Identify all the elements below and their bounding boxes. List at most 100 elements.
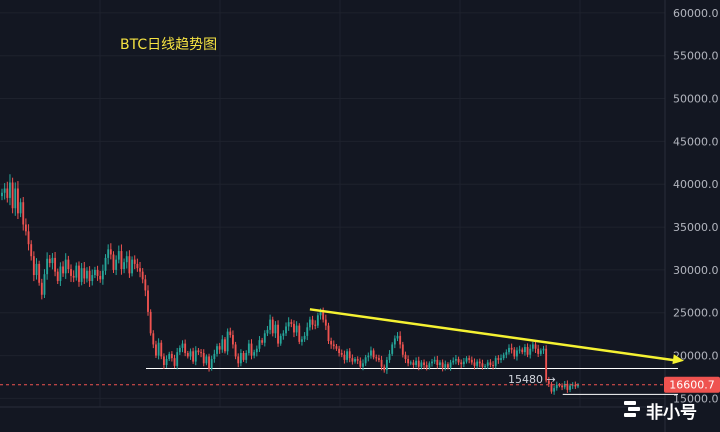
candle-body <box>115 259 118 270</box>
candle-body <box>566 383 569 390</box>
candle-body <box>48 258 51 264</box>
candle-body <box>441 362 444 368</box>
candle-body <box>232 335 234 345</box>
candle-body <box>351 358 354 362</box>
candle-body <box>202 353 205 364</box>
trendline-arrow <box>672 354 684 365</box>
candle-body <box>218 346 221 350</box>
candle-body <box>75 265 78 278</box>
watermark-text: 非小号 <box>646 402 697 423</box>
candle-body <box>229 331 232 336</box>
candle-body <box>425 365 428 368</box>
candle-body <box>375 357 378 359</box>
candle-body <box>80 268 83 282</box>
watermark: 非小号 <box>624 401 697 423</box>
candle-body <box>170 353 173 359</box>
candle-body <box>287 322 290 327</box>
candle-body <box>494 358 497 366</box>
y-tick-label: 15000.0 <box>673 392 719 405</box>
candle-body <box>107 249 110 258</box>
candle-body <box>518 349 521 351</box>
y-tick-label: 45000.0 <box>673 135 719 148</box>
candle-body <box>492 365 494 367</box>
candle-body <box>136 263 139 269</box>
candle-body <box>412 362 415 366</box>
candle-body <box>32 256 35 276</box>
candle-body <box>476 361 479 366</box>
watermark-logo-mark <box>624 413 636 417</box>
candle-body <box>83 268 86 279</box>
candle-body <box>356 359 359 361</box>
candle-body <box>531 344 534 349</box>
candle-body <box>481 363 484 367</box>
candle-body <box>431 361 433 364</box>
candle-body <box>224 339 226 352</box>
candle-body <box>258 340 261 349</box>
candle-body <box>131 259 133 274</box>
candle-body <box>497 358 500 360</box>
candle-body <box>359 360 362 367</box>
candle-body <box>409 362 412 364</box>
candle-body <box>508 347 510 353</box>
candle-body <box>88 270 91 282</box>
candle-body <box>189 351 192 357</box>
candle-body <box>62 266 64 274</box>
candle-body <box>388 353 391 360</box>
candle-body <box>332 344 335 347</box>
candle-body <box>470 359 473 363</box>
candle-body <box>109 249 112 255</box>
candle-body <box>489 362 492 366</box>
candle-body <box>306 327 309 336</box>
candle-body <box>123 262 126 270</box>
candle-body <box>364 357 367 364</box>
candle-body <box>152 333 155 345</box>
candle-body <box>165 359 168 366</box>
candle-body <box>277 324 279 344</box>
candle-body <box>407 359 410 364</box>
candle-body <box>269 319 272 330</box>
candle-body <box>362 363 364 367</box>
current-price-label: 16600.7 <box>669 379 715 392</box>
candle-body <box>444 364 447 368</box>
candle-body <box>234 344 237 357</box>
candle-body <box>449 362 452 368</box>
candle-body <box>56 271 59 282</box>
candle-body <box>274 324 277 334</box>
candle-body <box>380 359 383 367</box>
candle-body <box>316 315 319 326</box>
candle-body <box>141 271 144 280</box>
candle-body <box>35 263 38 276</box>
candle-body <box>534 344 537 349</box>
candle-body <box>367 355 370 358</box>
candle-body <box>64 259 67 274</box>
candle-body <box>27 231 30 245</box>
candle-body <box>213 353 216 360</box>
candle-body <box>385 359 388 371</box>
candle-body <box>484 365 487 367</box>
candle-body <box>104 257 107 271</box>
candle-body <box>513 349 516 357</box>
candle-body <box>335 346 338 349</box>
candle-body <box>343 354 346 360</box>
candle-body <box>51 257 54 264</box>
candle-body <box>354 359 356 362</box>
candle-body <box>216 346 218 354</box>
candle-body <box>319 311 322 316</box>
y-tick-label: 25000.0 <box>673 307 719 320</box>
candle-body <box>452 360 455 363</box>
candle-body <box>59 266 62 282</box>
candle-body <box>261 340 264 343</box>
candle-body <box>54 257 57 272</box>
y-tick-label: 35000.0 <box>673 221 719 234</box>
candlestick-series <box>1 174 579 395</box>
y-tick-label: 20000.0 <box>673 350 719 363</box>
candle-body <box>16 188 19 214</box>
candle-body <box>290 322 293 324</box>
support-lines <box>145 367 678 395</box>
candle-body <box>237 356 240 364</box>
candle-body <box>561 385 564 388</box>
candle-body <box>324 319 327 326</box>
candle-body <box>162 356 165 366</box>
